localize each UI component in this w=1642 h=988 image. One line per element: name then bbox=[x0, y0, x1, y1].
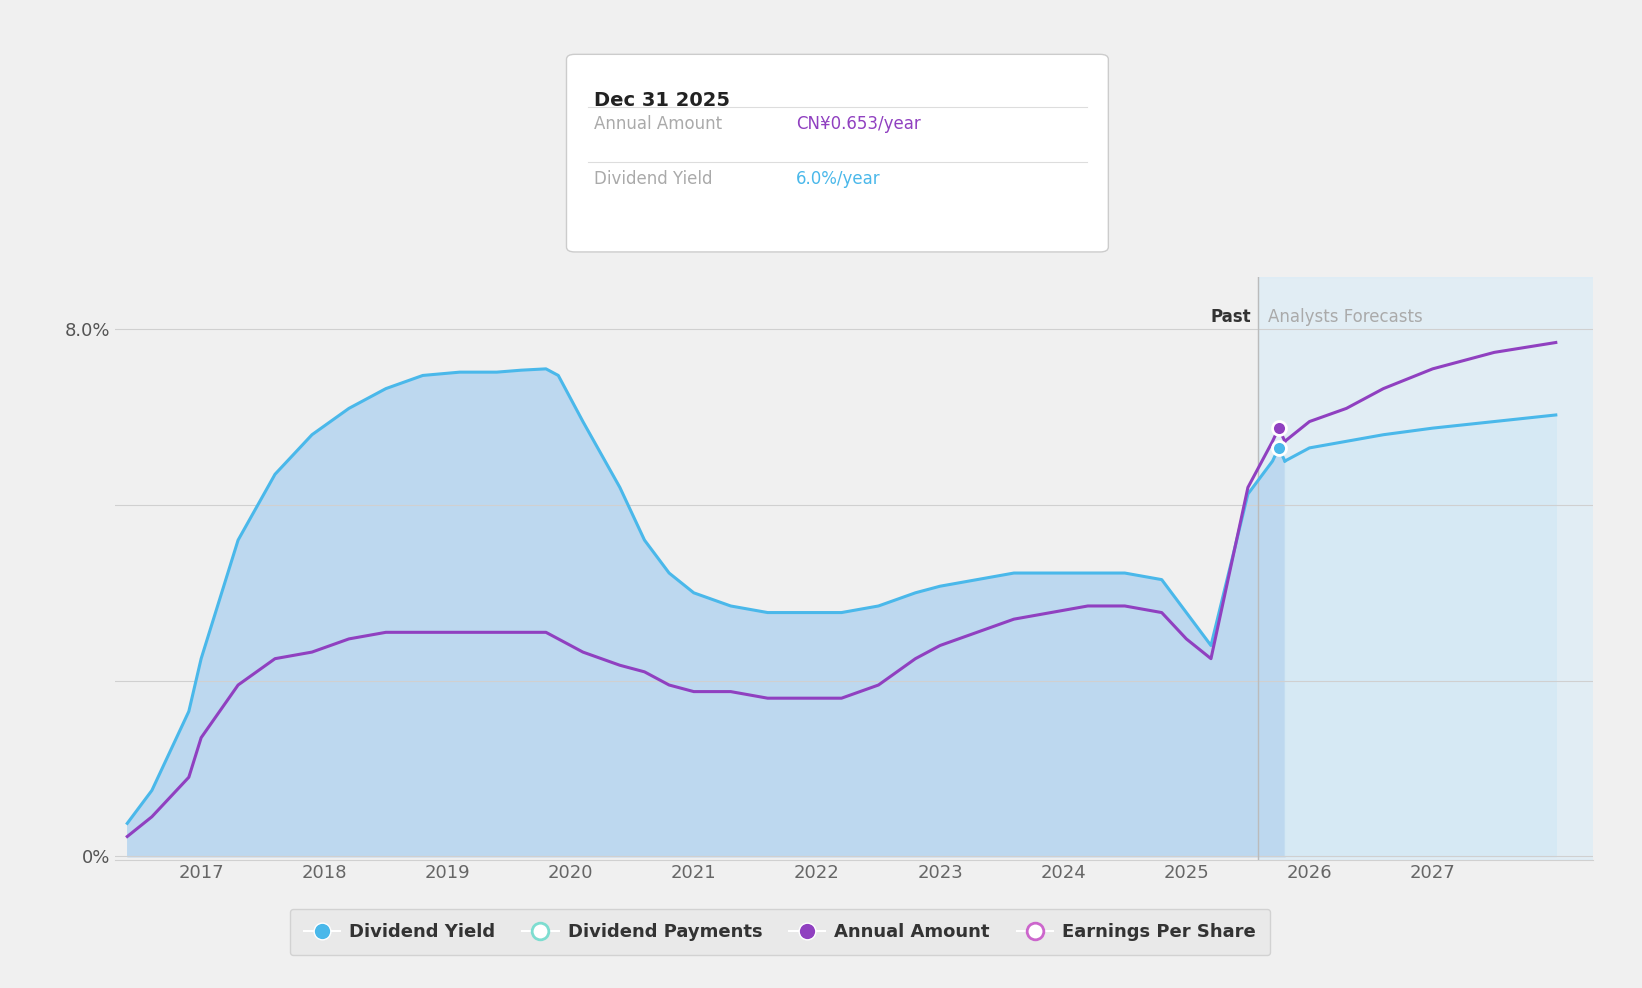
Text: Annual Amount: Annual Amount bbox=[594, 115, 722, 132]
Text: 6.0%/year: 6.0%/year bbox=[796, 170, 882, 188]
Bar bbox=[1258, 277, 1642, 860]
Text: Past: Past bbox=[1212, 308, 1251, 326]
Text: Analysts Forecasts: Analysts Forecasts bbox=[1268, 308, 1422, 326]
Text: CN¥0.653/year: CN¥0.653/year bbox=[796, 115, 921, 132]
Text: Dividend Yield: Dividend Yield bbox=[594, 170, 713, 188]
Text: Dec 31 2025: Dec 31 2025 bbox=[594, 91, 731, 110]
Legend: Dividend Yield, Dividend Payments, Annual Amount, Earnings Per Share: Dividend Yield, Dividend Payments, Annua… bbox=[289, 909, 1271, 955]
